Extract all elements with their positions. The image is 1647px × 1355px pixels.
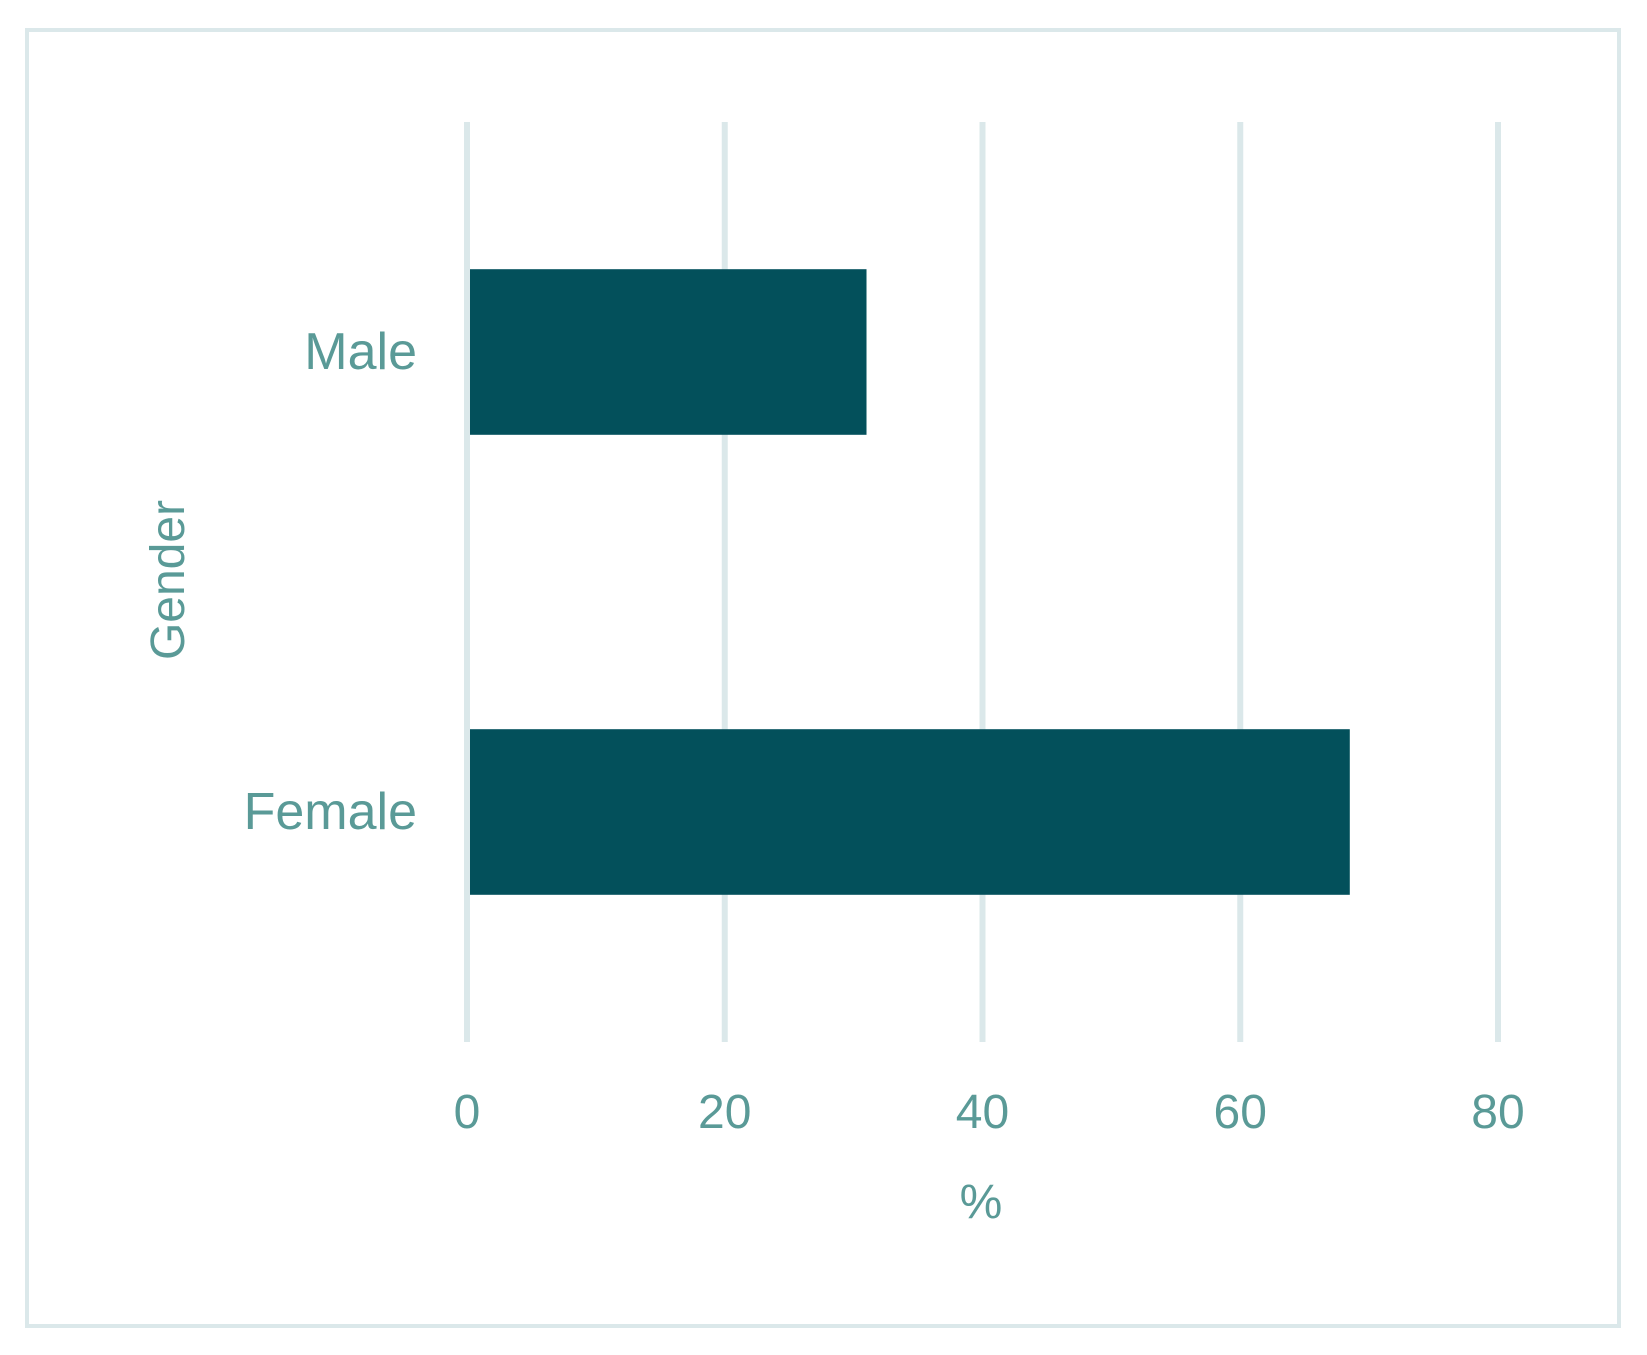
gridlines	[464, 122, 1501, 1042]
bars	[470, 269, 1350, 895]
x-axis-title: %	[960, 1176, 1003, 1229]
x-tick-label-4: 80	[1471, 1086, 1524, 1139]
x-tick-label-1: 20	[698, 1086, 751, 1139]
chart-frame	[25, 28, 1621, 1328]
y-axis-title: Gender	[142, 500, 195, 660]
x-tick-label-3: 60	[1214, 1086, 1267, 1139]
category-labels: Male Female	[244, 323, 417, 841]
bar-male	[470, 269, 867, 435]
x-tick-label-2: 40	[956, 1086, 1009, 1139]
category-label-female: Female	[244, 783, 417, 841]
x-tick-labels: 0 20 40 60 80	[454, 1086, 1525, 1139]
x-tick-label-0: 0	[454, 1086, 481, 1139]
bar-female	[470, 729, 1350, 895]
category-label-male: Male	[304, 323, 417, 381]
